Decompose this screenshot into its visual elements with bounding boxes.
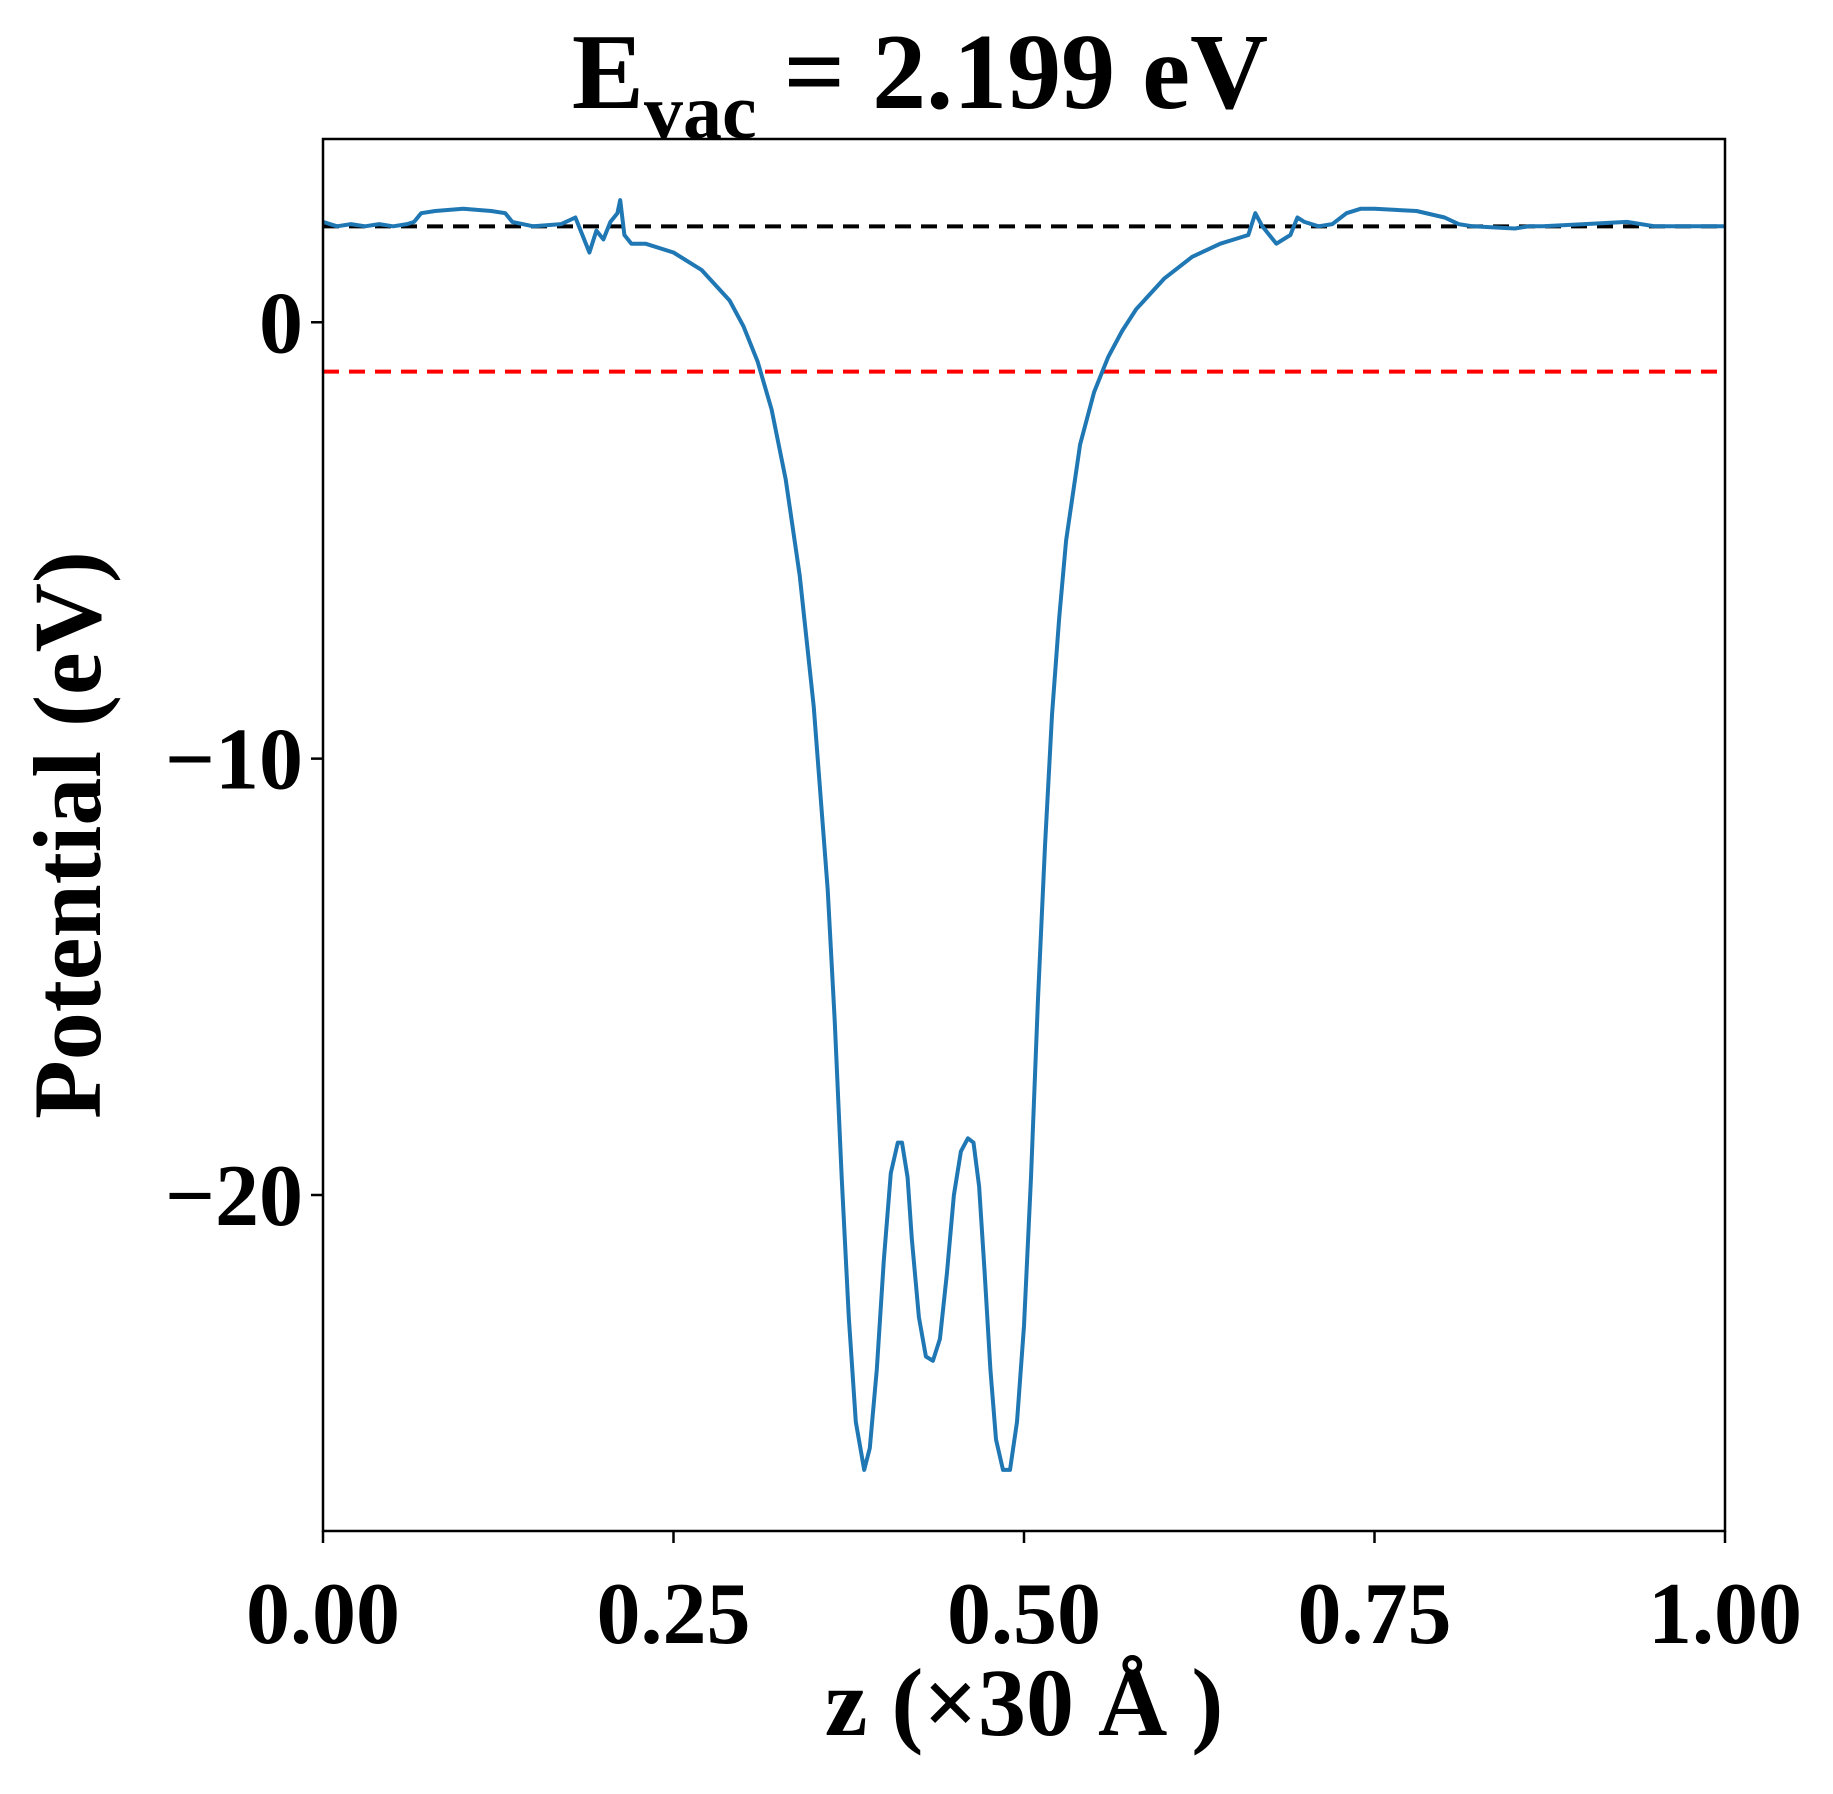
y-tick-label: 0 (259, 275, 303, 372)
plot-area (322, 198, 1725, 1472)
y-axis: 0 −10 −20 (165, 275, 323, 1245)
x-tick-label: 0.50 (947, 1566, 1101, 1663)
x-tick-label: 0.25 (597, 1566, 751, 1663)
potential-line (322, 198, 1725, 1472)
x-axis: 0.00 0.25 0.50 0.75 1.00 (246, 1531, 1802, 1663)
x-tick-label: 0.75 (1298, 1566, 1452, 1663)
x-axis-label: z (×30 Å ) (825, 1649, 1224, 1756)
x-tick-label: 0.00 (246, 1566, 400, 1663)
chart-title: Evac = 2.199 eV (572, 13, 1268, 155)
y-axis-label: Potential (eV) (14, 551, 121, 1119)
y-tick-label: −20 (165, 1148, 303, 1245)
y-tick-label: −10 (165, 712, 303, 809)
x-tick-label: 1.00 (1648, 1566, 1802, 1663)
